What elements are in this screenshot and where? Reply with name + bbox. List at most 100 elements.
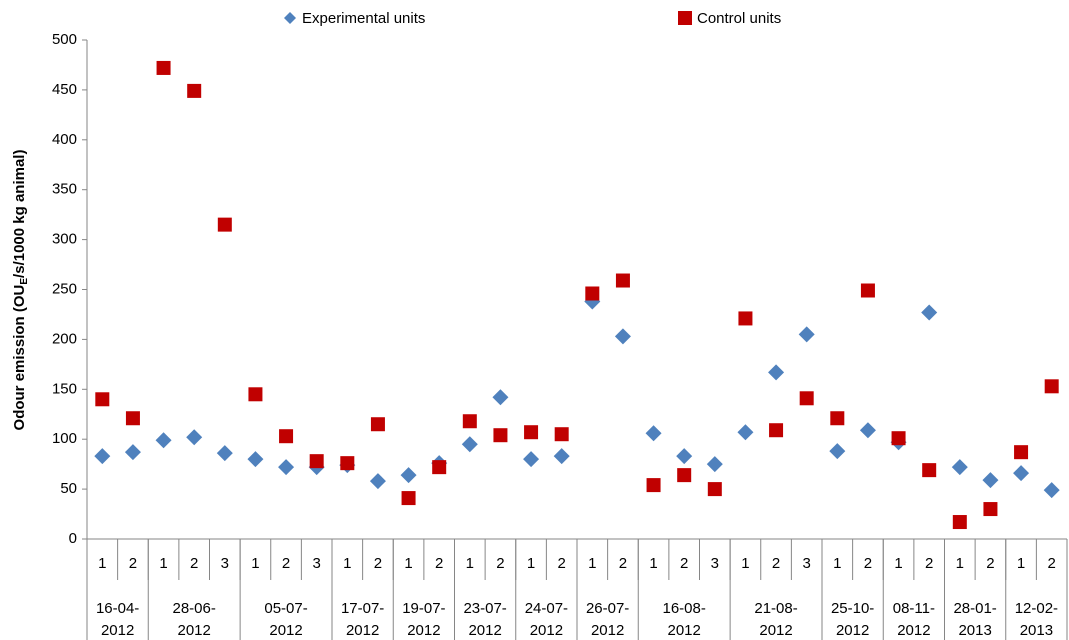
x-tick-label: 3 [803, 555, 811, 572]
point [768, 364, 785, 381]
point [523, 451, 540, 468]
point [829, 443, 846, 460]
group-label: 23-07-2012 [463, 600, 506, 639]
point [1014, 445, 1029, 460]
point [187, 83, 202, 98]
x-tick-label: 2 [619, 555, 627, 572]
x-tick-label: 1 [894, 555, 902, 572]
x-tick-label: 2 [374, 555, 382, 572]
y-tick-label: 350 [52, 181, 77, 198]
point [860, 283, 875, 298]
group-label: 16-08-2012 [663, 600, 706, 639]
point [738, 311, 753, 326]
point [462, 414, 477, 429]
point [155, 432, 172, 449]
x-tick-label: 2 [496, 555, 504, 572]
x-tick-label: 1 [649, 555, 657, 572]
x-tick-label: 1 [833, 555, 841, 572]
point [340, 456, 355, 471]
point [247, 451, 264, 468]
point [216, 445, 233, 462]
y-tick-label: 0 [69, 530, 77, 547]
x-tick-label: 1 [466, 555, 474, 572]
x-tick-label: 1 [343, 555, 351, 572]
point [921, 304, 938, 321]
group-label: 17-07-2012 [341, 600, 384, 639]
point [370, 417, 385, 432]
y-tick-label: 400 [52, 131, 77, 148]
x-tick-label: 3 [221, 555, 229, 572]
point [922, 463, 937, 478]
point [1013, 465, 1030, 482]
point [156, 60, 171, 75]
x-tick-label: 1 [98, 555, 106, 572]
point [707, 482, 722, 497]
x-tick-label: 1 [956, 555, 964, 572]
group-label: 08-11-2012 [893, 600, 935, 639]
group-label: 19-07-2012 [402, 600, 445, 639]
point [369, 473, 386, 490]
group-label: 12-02-2013 [1015, 600, 1058, 639]
x-tick-label: 2 [435, 555, 443, 572]
y-tick-label: 300 [52, 231, 77, 248]
y-tick-label: 500 [52, 31, 77, 48]
x-tick-label: 2 [864, 555, 872, 572]
x-tick-label: 1 [404, 555, 412, 572]
point [493, 428, 508, 443]
group-label: 21-08-2012 [754, 600, 797, 639]
x-tick-label: 2 [925, 555, 933, 572]
point [859, 422, 876, 439]
point [492, 389, 509, 406]
point [278, 459, 295, 476]
point [217, 217, 232, 232]
point [400, 467, 417, 484]
legend-marker [678, 11, 692, 25]
point [309, 454, 324, 469]
point [1044, 379, 1059, 394]
x-tick-label: 2 [558, 555, 566, 572]
point [737, 424, 754, 441]
point [615, 273, 630, 288]
point [830, 411, 845, 426]
point [982, 472, 999, 489]
y-tick-label: 100 [52, 430, 77, 447]
y-axis-label: Odour emission (OUE/s/1000 kg animal) [11, 150, 30, 431]
x-tick-label: 1 [588, 555, 596, 572]
point [524, 425, 539, 440]
point [1043, 482, 1060, 499]
point [891, 431, 906, 446]
group-label: 28-06-2012 [173, 600, 216, 639]
x-tick-label: 2 [772, 555, 780, 572]
x-tick-label: 2 [282, 555, 290, 572]
x-tick-label: 1 [1017, 555, 1025, 572]
group-label: 25-10-2012 [831, 600, 874, 639]
x-tick-label: 2 [680, 555, 688, 572]
point [646, 478, 661, 493]
group-label: 16-04-2012 [96, 600, 139, 639]
group-label: 26-07-2012 [586, 600, 629, 639]
point [125, 411, 140, 426]
y-tick-label: 150 [52, 380, 77, 397]
point [951, 459, 968, 476]
y-tick-label: 250 [52, 280, 77, 297]
point [585, 286, 600, 301]
x-tick-label: 2 [129, 555, 137, 572]
y-tick-label: 450 [52, 81, 77, 98]
x-tick-label: 1 [159, 555, 167, 572]
y-tick-label: 200 [52, 330, 77, 347]
group-label: 05-07-2012 [264, 600, 307, 639]
point [401, 491, 416, 506]
point [554, 427, 569, 442]
point [799, 391, 814, 406]
x-tick-label: 3 [313, 555, 321, 572]
x-tick-label: 2 [986, 555, 994, 572]
group-label: 24-07-2012 [525, 600, 568, 639]
legend-label: Control units [697, 10, 781, 27]
point [645, 425, 662, 442]
point [95, 392, 110, 407]
point [676, 448, 693, 465]
point [186, 429, 203, 446]
point [279, 429, 294, 444]
legend-marker [284, 12, 296, 24]
